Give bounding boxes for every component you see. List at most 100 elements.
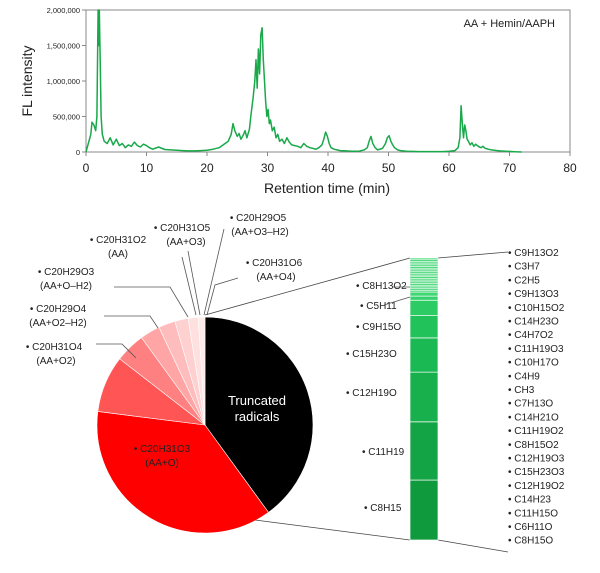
bar-side-labels: • C8H15 • C11H19 • C12H19O • C15H23O • C…	[346, 281, 411, 514]
bar-minor-segment	[409, 271, 439, 274]
bar-minor-segment	[409, 269, 439, 272]
bar-segment	[409, 371, 439, 423]
minor-radical-label: • C8H15O2	[508, 440, 559, 451]
bar-minor-segment	[409, 274, 439, 277]
bar-segment	[409, 479, 439, 541]
minor-radical-label: • C14H23O	[508, 317, 559, 328]
y-ticks: 0 500,000 1,000,000 1,500,000 2,000,000	[47, 6, 86, 157]
callout-note-aa-o3: (AA+O3)	[166, 237, 205, 248]
x-tick-label: 60	[442, 161, 456, 175]
y-tick-label: 1,500,000	[47, 42, 80, 51]
bar-minor-segment	[409, 273, 439, 276]
bar-minor-segment	[409, 262, 439, 266]
x-tick-label: 30	[261, 161, 275, 175]
slice-label-aa-o-formula: • C20H31O3	[134, 444, 191, 455]
x-tick-label: 80	[563, 161, 577, 175]
bar-minor-segment	[409, 261, 439, 264]
bar-minor-segment	[409, 276, 439, 279]
y-tick-label: 1,000,000	[47, 77, 80, 86]
minor-radical-label: • C14H23	[508, 495, 551, 506]
x-ticks: 0 10 20 30 40 50 60 70 80	[83, 152, 577, 175]
truncated-radicals-bar	[409, 257, 439, 541]
minor-radical-label: • C10H17O	[508, 358, 559, 369]
bar-label-c11h19: • C11H19	[362, 447, 405, 458]
y-axis-label: FL intensity	[19, 45, 35, 116]
callout-note-aa-o4: (AA+O4)	[256, 272, 295, 283]
pie-slice	[96, 411, 269, 534]
bar-minor-segment	[409, 283, 439, 286]
bar-label-c9h15o: • C9H15O	[356, 322, 401, 333]
x-tick-label: 10	[140, 161, 154, 175]
x-tick-label: 50	[382, 161, 396, 175]
chromatogram: 0 500,000 1,000,000 1,500,000 2,000,000 0 10 2…	[19, 6, 577, 196]
legend-label: AA + Hemin/AAPH	[464, 18, 555, 30]
bar-minor-segment	[409, 279, 439, 283]
bar-minor-segment	[409, 264, 439, 267]
callout-note-aa-o3-h2: (AA+O3–H2)	[231, 227, 289, 238]
bar-segment	[409, 337, 439, 373]
minor-radical-label: • C9H13O3	[508, 289, 559, 300]
pie-slice	[204, 316, 314, 513]
minor-radical-label: • C11H15O	[508, 508, 558, 519]
callout-formula-aa-o3: • C20H31O5	[154, 223, 211, 234]
y-tick-label: 2,000,000	[47, 6, 80, 15]
callout-lines	[96, 228, 239, 359]
minor-radical-label: • C10H15O2	[508, 303, 565, 314]
callout-note-aa-o2: (AA+O2)	[36, 356, 75, 367]
bar-minor-segment	[409, 278, 439, 281]
callout-note-aa: (AA)	[108, 249, 128, 260]
minor-radical-label: • CH3	[508, 385, 535, 396]
minor-radical-label: • C14H21O	[508, 412, 559, 423]
bar-minor-segment	[409, 267, 439, 271]
minor-radical-label: • C4H9	[508, 371, 540, 382]
minor-radical-label: • C6H11O	[508, 522, 553, 533]
bar-segment	[409, 421, 439, 481]
slice-label-truncated-1: Truncated	[228, 393, 286, 408]
minor-radical-label: • C9H13O2	[508, 248, 559, 259]
minor-radical-label: • C7H13O	[508, 399, 553, 410]
bar-segment	[409, 299, 439, 316]
slice-label-truncated-2: radicals	[235, 409, 280, 424]
slice-label-aa-o-note: (AA+O)	[145, 458, 179, 469]
bar-minor-segment	[409, 290, 439, 293]
bar-minor-segment	[409, 257, 439, 260]
minor-radical-label: • C4H7O2	[508, 330, 554, 341]
callout-formula-aa-o2-h2: • C20H29O4	[30, 304, 87, 315]
pie-slice	[197, 316, 206, 426]
callout-formula-aa-o3-h2: • C20H29O5	[230, 213, 287, 224]
callout-formula-aa-o-h2: • C20H29O3	[38, 267, 95, 278]
connector-lines	[204, 251, 509, 553]
minor-radicals-list: • C9H13O2 • C3H7 • C2H5 • C9H13O3 • C10H15O2…	[508, 248, 565, 547]
bar-minor-segment	[409, 286, 439, 289]
minor-radical-label: • C8H15O	[508, 536, 553, 547]
x-axis-label: Retention time (min)	[264, 180, 390, 196]
y-tick-label: 500,000	[53, 113, 80, 122]
chromatogram-trace	[85, 9, 522, 153]
minor-radical-label: • C11H19O3	[508, 344, 564, 355]
bar-minor-segment	[409, 281, 439, 284]
minor-radical-label: • C3H7	[508, 262, 540, 273]
x-tick-label: 40	[321, 161, 335, 175]
bar-segment	[409, 315, 439, 339]
minor-radical-label: • C12H19O3	[508, 454, 565, 465]
bar-segment	[409, 295, 439, 301]
callout-formula-aa-o2: • C20H31O4	[26, 342, 83, 353]
callout-note-aa-o-h2: (AA+O–H2)	[40, 281, 92, 292]
bar-label-c8h15: • C8H15	[364, 503, 402, 514]
bar-minor-segment	[409, 266, 439, 269]
y-tick-label: 0	[76, 148, 80, 157]
bar-segment	[409, 291, 439, 297]
x-tick-label: 70	[503, 161, 517, 175]
callout-formula-aa-o4: • C20H31O6	[246, 258, 303, 269]
bar-label-c8h13o2: • C8H13O2	[356, 281, 407, 292]
callout-note-aa-o2-h2: (AA+O2–H2)	[29, 318, 87, 329]
bar-label-c15h23o: • C15H23O	[346, 349, 397, 360]
callout-formula-aa: • C20H31O2	[90, 235, 147, 246]
x-tick-label: 0	[83, 161, 90, 175]
pie-chart: Truncated radicals • C20H31O3 (AA+O) • C…	[26, 213, 314, 534]
pie-slices	[96, 316, 314, 534]
minor-radical-label: • C15H23O3	[508, 467, 565, 478]
minor-radical-label: • C11H19O2	[508, 426, 564, 437]
bar-minor-segment	[409, 284, 439, 288]
